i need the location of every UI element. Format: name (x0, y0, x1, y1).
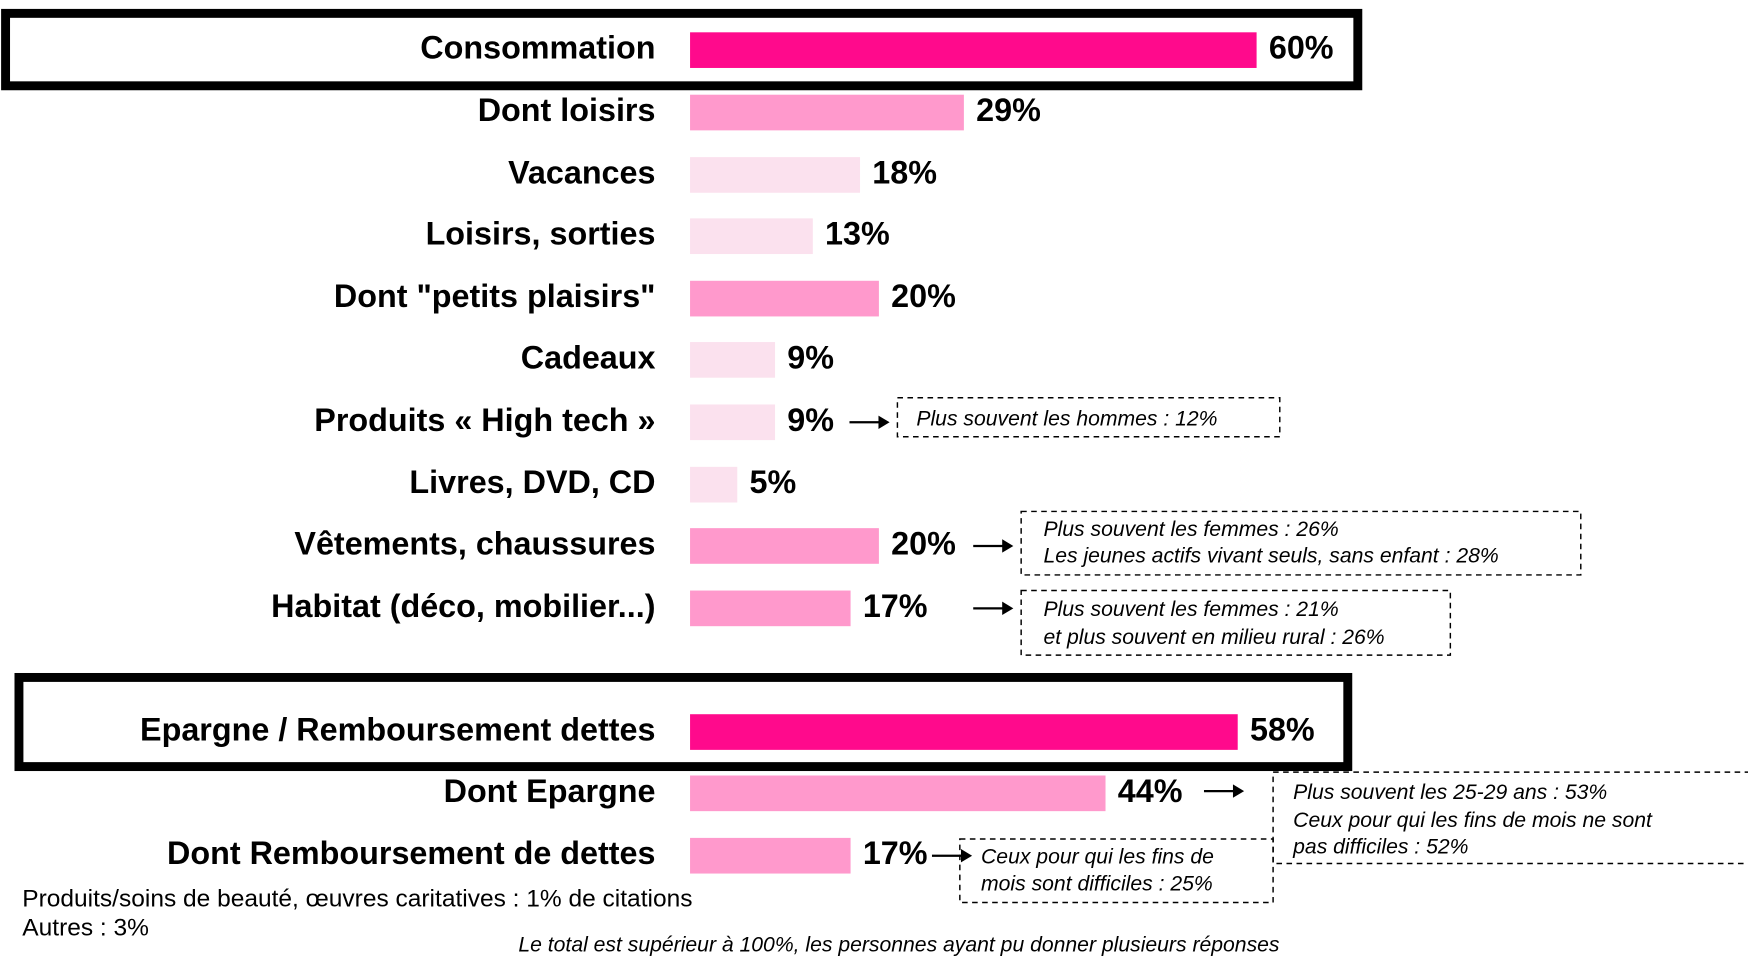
category-label: Vacances (508, 154, 655, 190)
category-label: Dont Epargne (444, 773, 656, 809)
bar (690, 280, 879, 317)
value-label: 18% (872, 154, 937, 190)
bar (690, 590, 851, 627)
bar (690, 218, 813, 255)
arrow-head (1002, 539, 1014, 553)
value-label: 29% (976, 92, 1041, 128)
value-label: 17% (863, 588, 928, 624)
category-label: Dont "petits plaisirs" (334, 278, 656, 314)
bar (690, 528, 879, 564)
bar (690, 837, 851, 874)
annotation-box (896, 397, 1281, 438)
arrow-head (878, 415, 890, 429)
footnote: Autres : 3% (22, 915, 149, 942)
value-label: 20% (891, 526, 956, 562)
bar (690, 466, 738, 503)
bar (690, 342, 776, 378)
note: Le total est supérieur à 100%, les perso… (518, 934, 1280, 956)
annotation-text: Les jeunes actifs vivant seuls, sans enf… (1043, 545, 1498, 568)
annotation-text: Ceux pour qui les fins de (981, 846, 1214, 869)
annotation-box (959, 838, 1274, 904)
annotation-text: Plus souvent les femmes : 21% (1043, 598, 1338, 621)
bar (690, 714, 1238, 750)
category-label: Produits « High tech » (314, 402, 655, 438)
bar (690, 404, 776, 441)
value-label: 60% (1269, 30, 1334, 66)
highlight-box (1, 8, 1363, 91)
category-label: Epargne / Remboursement dettes (140, 712, 655, 748)
value-label: 58% (1250, 712, 1315, 748)
annotation-text: et plus souvent en milieu rural : 26% (1043, 626, 1384, 649)
annotation-box (1272, 771, 1748, 865)
footnote: Produits/soins de beauté, œuvres caritat… (22, 886, 692, 913)
category-label: Dont loisirs (478, 92, 656, 128)
annotation-text: pas difficiles : 52% (1292, 836, 1468, 859)
annotation-text: Plus souvent les 25-29 ans : 53% (1293, 781, 1607, 804)
highlight-box (14, 672, 1353, 772)
value-label: 9% (787, 402, 834, 438)
bar (690, 94, 964, 131)
value-label: 13% (825, 216, 890, 252)
arrow-head (1002, 601, 1014, 616)
category-label: Vêtements, chaussures (294, 526, 655, 562)
annotation-box (1020, 589, 1452, 656)
annotation-box (1020, 510, 1582, 576)
annotation-text: mois sont difficiles : 25% (981, 872, 1213, 895)
annotation-text: Ceux pour qui les fins de mois ne sont (1293, 809, 1653, 832)
category-label: Cadeaux (521, 339, 656, 375)
value-label: 44% (1118, 773, 1183, 809)
annotation-text: Plus souvent les femmes : 26% (1043, 518, 1338, 541)
value-label: 5% (750, 464, 797, 500)
bar (690, 32, 1257, 68)
category-label: Dont Remboursement de dettes (167, 835, 655, 871)
arrow-head (1232, 784, 1245, 798)
value-label: 9% (787, 339, 834, 375)
bar (690, 775, 1106, 812)
category-label: Loisirs, sorties (426, 216, 656, 252)
value-label: 17% (863, 835, 928, 871)
category-label: Consommation (420, 30, 655, 66)
category-label: Habitat (déco, mobilier...) (271, 588, 655, 624)
value-label: 20% (891, 278, 956, 314)
category-label: Livres, DVD, CD (409, 464, 655, 500)
bar (690, 157, 861, 193)
annotation-text: Plus souvent les hommes : 12% (916, 408, 1217, 431)
arrow-head (960, 849, 973, 863)
